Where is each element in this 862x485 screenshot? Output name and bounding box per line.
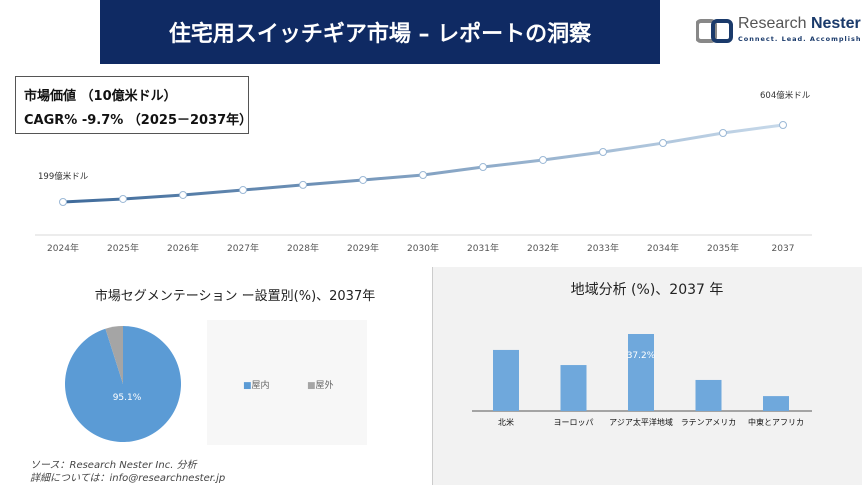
data-point <box>419 171 427 180</box>
data-point <box>479 163 487 172</box>
pie-chart: 95.1% <box>65 326 181 442</box>
x-tick-label: 2031年 <box>467 242 499 254</box>
logo-name: Research Nester <box>738 15 861 32</box>
x-tick-label: 2035年 <box>707 242 739 254</box>
x-tick-label: 2028年 <box>287 242 319 254</box>
bar <box>763 396 789 411</box>
page-title: 住宅用スイッチギア市場 – レポートの洞察 <box>100 0 660 64</box>
x-tick-label: 2026年 <box>167 242 199 254</box>
x-tick-label: 2024年 <box>47 242 79 254</box>
x-tick-label: 2029年 <box>347 242 379 254</box>
pie-legend: ■屋内 ■屋外 <box>207 320 367 445</box>
logo-tagline: Connect. Lead. Accomplish <box>738 35 862 43</box>
bar-chart: 北米 ヨーロッパ アジア太平洋地域 ラテンアメリカ 中東とアフリカ 37.2% <box>472 334 812 427</box>
x-tick-label: 2037 <box>772 244 795 254</box>
data-point <box>719 128 727 137</box>
pie-slice-outdoor <box>105 326 123 384</box>
contact-note: 詳細については：info@researchnester.jp <box>30 473 226 484</box>
data-point <box>239 186 247 195</box>
data-point <box>179 190 187 199</box>
research-nester-logo-icon <box>696 19 733 43</box>
bar <box>628 334 654 411</box>
line-chart: 2024年 2025年 2026年 2027年 2028年 2029年 2030年 2031年… <box>35 90 812 254</box>
pie-title: 市場セグメンテーション ー設置別(%)、2037年 <box>94 289 376 304</box>
bar <box>560 365 587 411</box>
cagr-label: CAGR% -9.7% （2025－2037年） <box>24 113 253 128</box>
bar <box>695 379 722 411</box>
data-point <box>299 180 307 189</box>
market-value-label: 市場価値 （10億米ドル） <box>24 89 177 104</box>
data-point <box>59 198 67 206</box>
x-tick-label: ヨーロッパ <box>554 418 594 427</box>
x-tick-label: 2034年 <box>647 242 679 254</box>
x-tick-label: 2027年 <box>227 242 259 254</box>
data-point <box>539 155 547 164</box>
x-tick-label: 2032年 <box>527 242 559 254</box>
pie-data-label: 95.1% <box>113 393 142 403</box>
data-point <box>599 147 607 156</box>
legend-outdoor: ■屋外 <box>307 381 334 391</box>
source-note: ソース：Research Nester Inc. 分析 <box>30 460 197 471</box>
legend-indoor: ■屋内 <box>243 381 270 391</box>
bar-data-label: 37.2% <box>627 351 656 361</box>
data-point <box>659 139 667 148</box>
x-tick-label: ラテンアメリカ <box>681 418 737 427</box>
market-info-box: 市場価値 （10億米ドル） CAGR% -9.7% （2025－2037年） <box>15 76 253 134</box>
data-point <box>359 175 367 184</box>
x-tick-label: 2025年 <box>107 242 139 254</box>
x-tick-label: 2033年 <box>587 242 619 254</box>
x-tick-label: 北米 <box>498 417 514 427</box>
data-point <box>119 194 127 203</box>
x-tick-label: 2030年 <box>407 242 439 254</box>
x-tick-label: アジア太平洋地域 <box>609 417 673 427</box>
first-value-label: 199億米ドル <box>38 171 89 182</box>
series-line <box>62 123 784 204</box>
data-point <box>779 121 787 129</box>
x-tick-label: 中東とアフリカ <box>748 417 804 427</box>
last-value-label: 604億米ドル <box>760 90 811 101</box>
bar <box>493 349 519 411</box>
bar-title: 地域分析 (%)、2037 年 <box>570 282 724 298</box>
